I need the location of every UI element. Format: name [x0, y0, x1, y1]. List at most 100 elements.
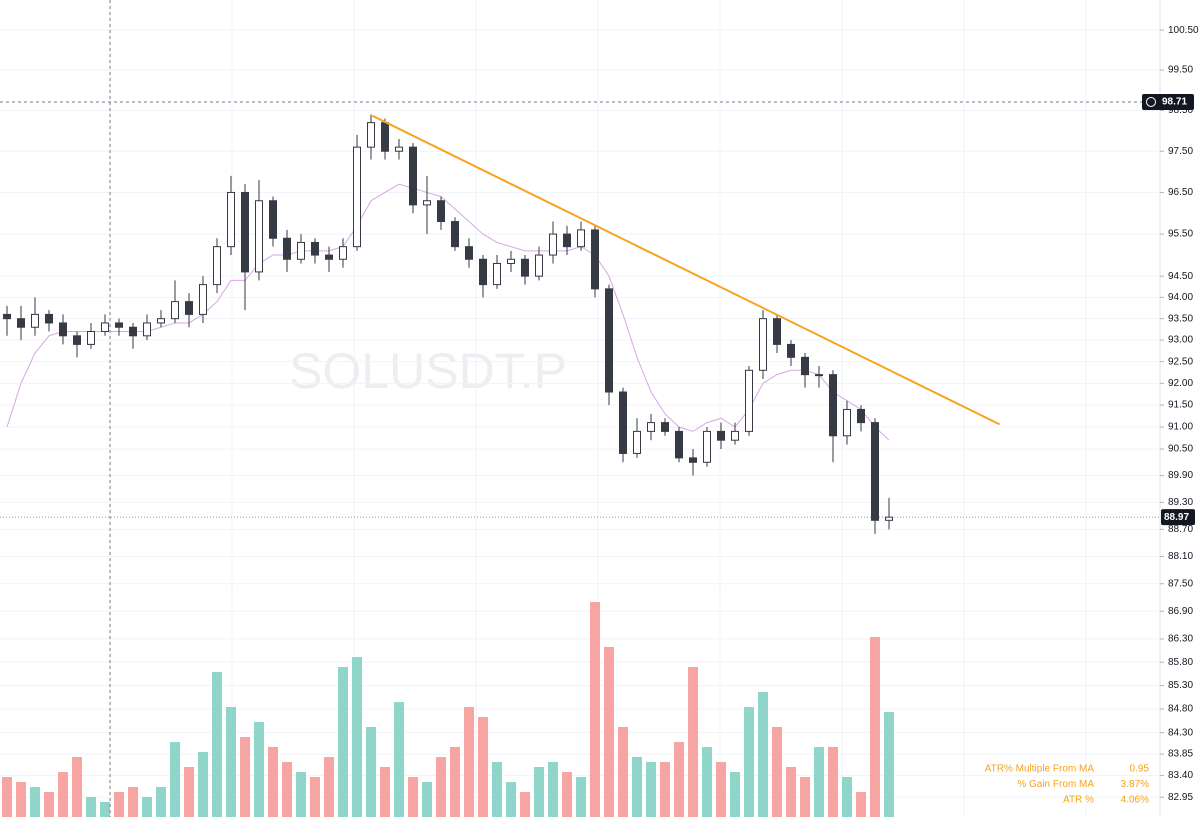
candle-body [171, 301, 179, 320]
volume-bar [730, 772, 740, 817]
volume-bar [716, 762, 726, 817]
volume-bar [338, 667, 348, 817]
volume-bar [422, 782, 432, 817]
volume-bar [702, 747, 712, 817]
candle-body [493, 262, 501, 286]
volume-bar [646, 762, 656, 817]
candle-body [101, 322, 109, 333]
volume-bar [828, 747, 838, 817]
crosshair-plus-icon [1146, 96, 1156, 107]
candle-body [535, 254, 543, 277]
candle-body [787, 343, 795, 358]
volume-bar [450, 747, 460, 817]
volume-bar [856, 792, 866, 817]
volume-bar [478, 717, 488, 817]
trendline [371, 114, 1001, 426]
candle-body [17, 318, 25, 328]
candle-body [745, 369, 753, 432]
candle-body [479, 258, 487, 286]
candle-body [437, 200, 445, 223]
y-tick-label: 94.00 [1168, 292, 1193, 303]
volume-bar [352, 657, 362, 817]
volume-bar [380, 767, 390, 817]
volume-bar [282, 762, 292, 817]
candle-body [633, 430, 641, 454]
volume-bar [814, 747, 824, 817]
volume-bar [114, 792, 124, 817]
candle-body [829, 374, 837, 437]
candle-body [731, 430, 739, 441]
candle-body [605, 288, 613, 393]
candle-body [325, 254, 333, 260]
y-tick-label: 89.90 [1168, 470, 1193, 481]
candle-body [507, 258, 515, 264]
candle-body [647, 422, 655, 432]
volume-bar [842, 777, 852, 817]
volume-bar [2, 777, 12, 817]
volume-bar [128, 787, 138, 817]
candle-body [255, 200, 263, 273]
candle-body [31, 313, 39, 328]
y-tick-label: 91.50 [1168, 400, 1193, 411]
y-tick-label: 86.90 [1168, 606, 1193, 617]
candle-body [857, 408, 865, 424]
candle-body [241, 191, 249, 273]
candle-body [563, 233, 571, 248]
y-tick-label: 92.50 [1168, 356, 1193, 367]
candle-body [815, 374, 823, 377]
volume-bar [884, 712, 894, 817]
candle-body [423, 200, 431, 206]
volume-bar [408, 777, 418, 817]
volume-bar [366, 727, 376, 817]
volume-bar [310, 777, 320, 817]
candle-body [381, 122, 389, 152]
candle-body [843, 408, 851, 437]
candle-body [353, 146, 361, 248]
indicator-name: ATR % [1063, 795, 1094, 806]
candle-body [801, 356, 809, 376]
candle-body [157, 318, 165, 324]
candle-body [521, 258, 529, 277]
volume-bar [212, 672, 222, 817]
y-tick-label: 92.00 [1168, 378, 1193, 389]
candle-body [367, 122, 375, 148]
y-tick-label: 97.50 [1168, 146, 1193, 157]
volume-bar [534, 767, 544, 817]
volume-bar [786, 767, 796, 817]
volume-bar [674, 742, 684, 817]
volume-bar [506, 782, 516, 817]
indicator-value: 3.87% [1121, 779, 1149, 790]
y-tick-label: 85.80 [1168, 657, 1193, 668]
candle-body [283, 237, 291, 260]
candle-body [3, 313, 11, 320]
candle-body [269, 200, 277, 239]
volume-bar [618, 727, 628, 817]
candle-body [143, 322, 151, 337]
volume-bar [660, 762, 670, 817]
volume-bar [142, 797, 152, 817]
volume-bar [184, 767, 194, 817]
y-tick-label: 83.85 [1168, 749, 1193, 760]
candle-body [199, 284, 207, 315]
candle-body [675, 430, 683, 459]
volume-bar [520, 792, 530, 817]
candle-body [689, 457, 697, 463]
y-tick-label: 88.10 [1168, 551, 1193, 562]
volume-bar [590, 602, 600, 817]
volume-bar [240, 737, 250, 817]
y-tick-label: 85.30 [1168, 680, 1193, 691]
candle-body [619, 391, 627, 454]
candle-body [661, 422, 669, 432]
y-tick-label: 95.50 [1168, 229, 1193, 240]
crosshair-price-box [1142, 93, 1194, 110]
candle-body [87, 331, 95, 345]
volume-bar [870, 637, 880, 817]
volume-bar [170, 742, 180, 817]
candle-body [703, 430, 711, 463]
volume-bar [548, 762, 558, 817]
volume-bar [254, 722, 264, 817]
candle-body [115, 322, 123, 328]
volume-bar [772, 727, 782, 817]
indicator-value: 4.06% [1121, 795, 1149, 806]
candle-body [577, 229, 585, 248]
